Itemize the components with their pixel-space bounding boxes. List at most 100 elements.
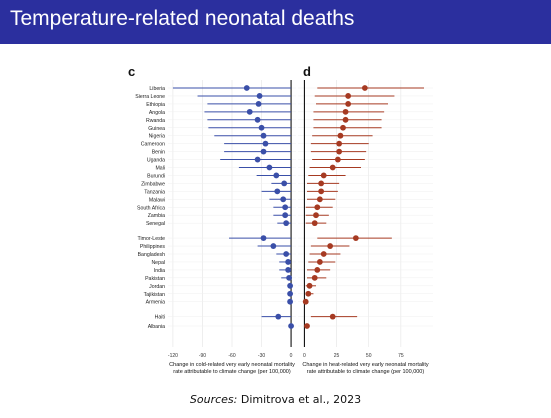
data-marks [172, 85, 294, 329]
point-estimate [318, 188, 325, 195]
point-estimate [329, 313, 336, 320]
point-estimate [302, 298, 309, 305]
x-axis-label-line2: rate attributable to climate change (per… [307, 369, 425, 375]
country-label: Sierra Leone [135, 94, 165, 100]
panel-d-label: d [303, 64, 311, 79]
point-estimate [336, 140, 343, 147]
point-estimate [280, 196, 287, 203]
point-estimate [273, 172, 280, 179]
x-tick-label: 0 [303, 353, 306, 359]
point-estimate [352, 235, 359, 242]
point-estimate [311, 274, 318, 281]
country-label: India [154, 268, 165, 274]
country-label: Pakistan [145, 276, 165, 282]
x-axis-label-line1: Change in heat-related very early neonat… [302, 362, 429, 368]
country-label: Jordan [149, 284, 165, 290]
point-estimate [334, 156, 341, 163]
x-tick-label: 0 [290, 353, 293, 359]
country-label: Mali [155, 166, 165, 172]
point-estimate [260, 148, 267, 155]
point-estimate [314, 267, 321, 273]
point-estimate [342, 116, 349, 123]
point-estimate [254, 156, 261, 163]
point-estimate [282, 204, 289, 211]
point-estimate [329, 164, 336, 171]
panel-c-cold: c -120 -90 -60 -30 0 Change in cold-related v… [128, 64, 296, 375]
data-marks [302, 85, 424, 329]
point-estimate [345, 101, 352, 107]
point-estimate [258, 124, 265, 131]
country-label: Zimbabwe [141, 181, 165, 187]
country-label: Benin [152, 150, 165, 156]
point-estimate [316, 196, 323, 203]
point-estimate [275, 313, 282, 320]
point-estimate [287, 282, 293, 289]
point-estimate [318, 180, 325, 187]
point-estimate [327, 243, 334, 249]
country-label: South Africa [137, 205, 165, 211]
point-estimate [313, 212, 319, 219]
x-tick-label: 75 [398, 353, 404, 359]
x-tick-label: 50 [366, 353, 372, 359]
x-tick-label: -30 [258, 353, 265, 359]
point-estimate [243, 85, 250, 91]
source-label: Sources: [189, 393, 238, 406]
panel-d-heat: d 0 25 50 75 Change in heat-related very ear… [298, 64, 433, 375]
country-label: Tajikistan [144, 292, 165, 298]
country-label: Zambia [148, 213, 165, 219]
country-label: Burundi [147, 173, 165, 179]
point-estimate [288, 323, 294, 329]
point-estimate [260, 132, 267, 139]
country-label: Cameroon [141, 142, 165, 148]
country-label: Malawi [149, 197, 165, 203]
point-estimate [320, 172, 327, 179]
x-tick-label: -60 [228, 353, 235, 359]
x-axis-label-line2: rate attributable to climate change (per… [173, 369, 291, 375]
point-estimate [316, 259, 323, 265]
point-estimate [246, 108, 253, 115]
point-estimate [254, 116, 261, 123]
x-axis-label-line1: Change in cold-related very early neonat… [169, 362, 295, 368]
point-estimate [287, 298, 293, 305]
country-label: Haiti [155, 315, 165, 321]
point-estimate [311, 220, 318, 227]
x-tick-labels: -120 -90 -60 -30 0 [168, 353, 293, 359]
country-label: Bangladesh [138, 252, 166, 258]
point-estimate [283, 220, 290, 227]
point-estimate [342, 108, 349, 115]
point-estimate [320, 251, 327, 257]
country-label: Rwanda [146, 118, 165, 124]
source-line: Sources: Dimitrova et al., 2023 [0, 393, 551, 406]
point-estimate [286, 274, 293, 281]
point-estimate [285, 259, 292, 265]
point-estimate [260, 235, 267, 242]
point-estimate [283, 251, 290, 257]
point-estimate [314, 204, 321, 211]
point-estimate [282, 212, 289, 219]
country-label: Nigeria [149, 134, 166, 140]
point-estimate [255, 101, 262, 107]
country-label: Guinea [148, 126, 165, 132]
point-estimate [306, 282, 313, 289]
point-estimate [270, 243, 277, 249]
point-estimate [361, 85, 368, 91]
point-estimate [287, 290, 293, 297]
slide-title: Temperature-related neonatal deaths [10, 7, 355, 30]
country-labels: Liberia Sierra Leone Ethiopia Angola Rwanda G… [135, 86, 165, 330]
country-label: Philippines [140, 244, 165, 250]
point-estimate [281, 180, 288, 187]
title-bar: Temperature-related neonatal deaths [0, 0, 551, 44]
point-estimate [256, 93, 263, 99]
country-label: Tanzania [144, 189, 165, 195]
x-tick-labels: 0 25 50 75 [303, 353, 404, 359]
country-label: Senegal [146, 221, 165, 227]
x-tick-label: 25 [334, 353, 340, 359]
point-estimate [336, 148, 343, 155]
country-label: Timor-Leste [138, 236, 166, 242]
point-estimate [274, 188, 281, 195]
point-estimate [337, 132, 344, 139]
country-label: Albania [148, 324, 165, 330]
country-label: Nepal [151, 260, 165, 266]
country-label: Ethiopia [146, 102, 165, 108]
